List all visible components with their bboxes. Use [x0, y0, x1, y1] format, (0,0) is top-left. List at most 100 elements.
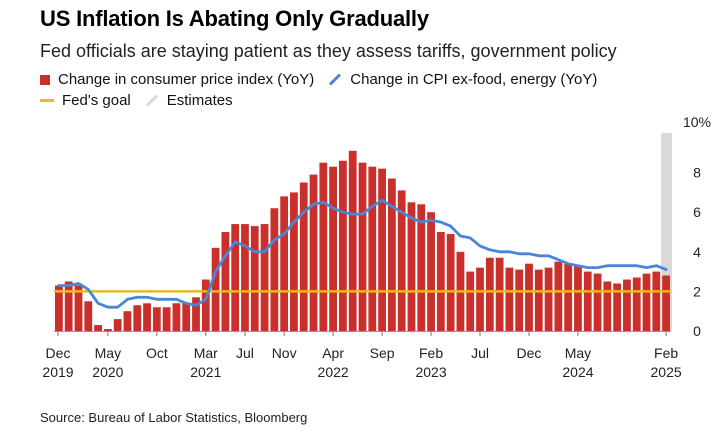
cpi-bar — [103, 329, 112, 331]
cpi-bar — [515, 269, 524, 331]
cpi-bar — [554, 261, 563, 331]
cpi-bar — [534, 269, 543, 331]
x-tick-label: Apr — [322, 345, 344, 361]
chart-subtitle: Fed officials are staying patient as the… — [40, 41, 617, 61]
cpi-bar — [436, 232, 445, 331]
cpi-bar — [397, 190, 406, 331]
cpi-bar — [564, 263, 573, 331]
cpi-bar — [583, 271, 592, 331]
cpi-bar — [221, 232, 230, 331]
legend-item-cpi: Change in consumer price index (YoY) — [40, 71, 314, 88]
y-tick-label: 4 — [693, 244, 701, 260]
legend-label-cpi: Change in consumer price index (YoY) — [58, 71, 315, 88]
legend-label-goal: Fed's goal — [62, 92, 131, 109]
cpi-bar — [152, 307, 161, 331]
legend-row-1: Change in consumer price index (YoY) Cha… — [40, 71, 611, 88]
y-tick-label: 10% — [683, 114, 711, 130]
cpi-bar — [113, 319, 122, 331]
y-tick-label: 6 — [693, 204, 701, 220]
y-tick-label: 2 — [693, 283, 701, 299]
y-tick-label: 8 — [693, 165, 701, 181]
cpi-bar — [632, 277, 641, 331]
cpi-bar — [613, 283, 622, 331]
cpi-bar — [662, 275, 670, 331]
cpi-bar — [309, 174, 318, 331]
x-tick-label: May — [565, 345, 591, 361]
cpi-bar — [260, 224, 269, 331]
cpi-bar — [192, 297, 200, 331]
cpi-bar — [133, 305, 142, 331]
cpi-bar — [466, 271, 475, 331]
cpi-bar — [505, 267, 514, 331]
cpi-bar — [544, 267, 553, 331]
x-tick-year-label: 2022 — [318, 364, 349, 380]
x-tick-label: Jul — [471, 345, 489, 361]
cpi-bar — [55, 285, 63, 331]
cpi-bar — [417, 204, 426, 331]
cpi-bar — [485, 257, 494, 331]
legend-label-estimates: Estimates — [166, 92, 233, 109]
cpi-bar — [368, 166, 377, 331]
x-tick-label: Sep — [370, 345, 395, 361]
x-tick-label: May — [95, 345, 121, 361]
cpi-bar — [593, 273, 602, 331]
cpi-bar — [358, 162, 367, 331]
y-tick-label: 0 — [693, 323, 701, 339]
cpi-bar — [84, 301, 93, 331]
chart-title: US Inflation Is Abating Only Gradually — [40, 6, 429, 31]
core-cpi-line — [57, 198, 668, 309]
legend-item-goal: Fed's goal — [40, 92, 131, 109]
inflation-chart: 10% 8 6 4 2 0 Dec 2019 May 2020 Oct Mar 2021 Jul Nov Ap… — [42, 114, 711, 380]
legend-swatch-goal — [40, 99, 54, 102]
cpi-bar — [290, 192, 298, 331]
cpi-bar — [123, 311, 132, 331]
x-tick-label: Oct — [146, 345, 168, 361]
cpi-bar — [525, 263, 533, 331]
cpi-bar — [387, 178, 396, 331]
cpi-bar — [329, 166, 338, 331]
x-tick-year-label: 2025 — [651, 364, 682, 380]
cpi-bar — [250, 226, 259, 331]
x-tick-year-label: 2021 — [190, 364, 221, 380]
cpi-bar — [574, 265, 582, 331]
legend-item-estimates: Estimates — [145, 92, 233, 109]
x-tick-label: Mar — [194, 345, 218, 361]
cpi-bar — [339, 160, 347, 331]
cpi-bar — [642, 273, 651, 331]
cpi-bar — [172, 303, 181, 331]
cpi-bar — [407, 202, 416, 331]
cpi-bar — [280, 196, 289, 331]
cpi-bar — [211, 247, 220, 331]
cpi-bar — [623, 279, 631, 331]
x-tick-year-label: 2023 — [415, 364, 446, 380]
cpi-bar — [94, 325, 102, 331]
cpi-bar — [319, 162, 328, 331]
cpi-bar — [495, 257, 504, 331]
cpi-bar — [603, 281, 612, 331]
cpi-bar — [182, 303, 191, 331]
cpi-bar — [74, 285, 83, 331]
legend-row-2: Fed's goal Estimates — [40, 92, 247, 109]
cpi-bar — [378, 168, 386, 331]
x-tick-year-label: 2024 — [562, 364, 593, 380]
x-tick-label: Nov — [272, 345, 297, 361]
cpi-bar — [652, 271, 661, 331]
cpi-bar — [427, 212, 435, 331]
x-tick-label: Feb — [654, 345, 678, 361]
source-note: Source: Bureau of Labor Statistics, Bloo… — [40, 410, 308, 425]
x-tick-label: Jul — [236, 345, 254, 361]
cpi-bar — [348, 150, 357, 331]
estimates-band — [661, 133, 672, 331]
legend-label-core: Change in CPI ex-food, energy (YoY) — [350, 71, 598, 88]
cpi-bar — [241, 224, 249, 331]
cpi-bar — [476, 267, 484, 331]
cpi-bar — [270, 208, 279, 331]
cpi-bar — [299, 182, 308, 331]
x-tick-year-label: 2020 — [92, 364, 123, 380]
cpi-bar — [162, 307, 171, 331]
cpi-bar — [64, 281, 73, 331]
legend-item-core: Change in CPI ex-food, energy (YoY) — [328, 71, 597, 88]
cpi-bar — [143, 303, 151, 331]
x-tick-label: Dec — [517, 345, 542, 361]
legend-swatch-cpi — [40, 74, 50, 85]
